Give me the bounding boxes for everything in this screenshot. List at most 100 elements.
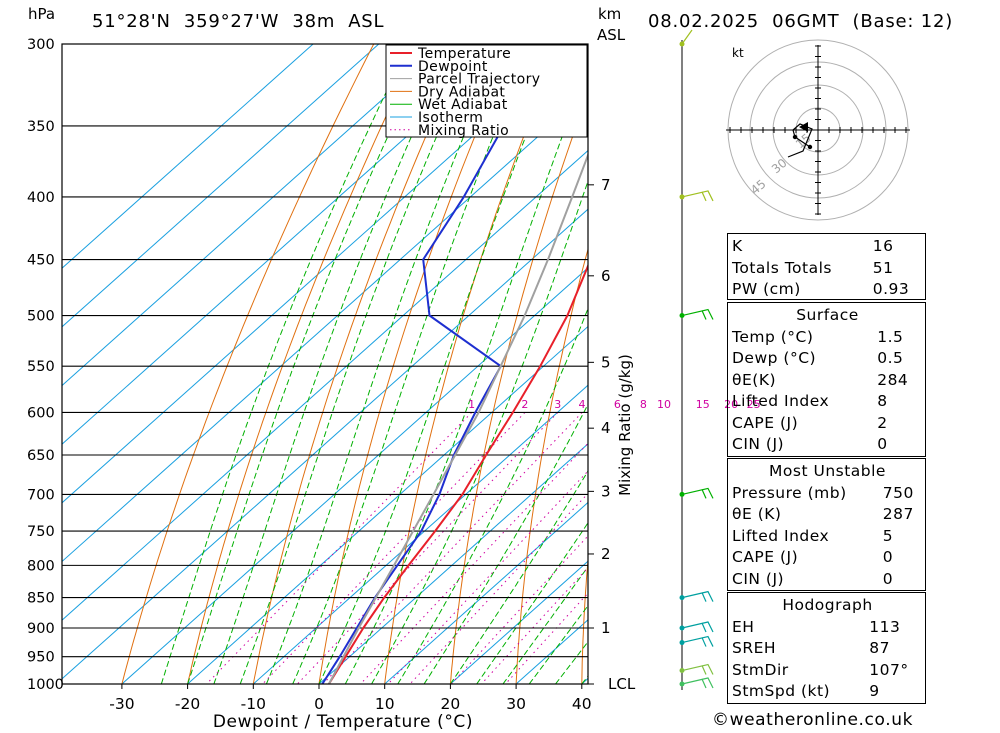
table-row: Dewp (°C) 0.5 — [732, 349, 904, 367]
wind-barb-feather — [701, 592, 707, 602]
hodograph-ring-label: 30 — [769, 156, 790, 177]
wet-adiabat-line — [239, 44, 479, 684]
surface-table: Surface Temp (°C) 1.5 Dewp (°C) 0.5 θE(K) 2… — [728, 305, 927, 456]
wind-barb-feather — [701, 678, 707, 689]
storm-motion-arrow — [799, 122, 808, 132]
pressure-tick-label: 950 — [27, 650, 55, 666]
table-row: CIN (J) 0 — [732, 435, 888, 453]
wind-barb-shaft — [681, 308, 714, 320]
pressure-tick-label: 1000 — [27, 677, 64, 693]
km-tick-label: 4 — [601, 419, 611, 437]
hodograph-ring-label: 45 — [748, 177, 769, 198]
temperature-line — [328, 263, 588, 684]
isotherm-line — [62, 44, 380, 328]
x-tick-label: 40 — [572, 695, 592, 713]
isotherm-line — [450, 560, 588, 684]
legend-label: Wet Adiabat — [418, 97, 508, 113]
mixing-ratio-line — [297, 412, 559, 684]
isotherm-line — [62, 44, 577, 504]
table-row: K 16 — [732, 237, 894, 255]
wind-barb — [679, 621, 714, 633]
isotherm-line — [62, 208, 588, 680]
table-row: Lifted Index 8 — [732, 392, 888, 410]
x-tick-label: 0 — [314, 695, 324, 713]
plot-frame — [61, 43, 589, 685]
wind-barb — [679, 663, 714, 675]
wind-barb-shaft — [681, 29, 693, 45]
pressure-tick-label: 550 — [27, 359, 55, 375]
isotherm-line — [252, 384, 588, 684]
km-tick-label: 5 — [601, 353, 611, 371]
table-row: Totals Totals 51 — [732, 258, 894, 277]
pressure-tick-label: 350 — [27, 119, 55, 135]
dry-adiabat-line — [581, 554, 588, 684]
pressure-gridlines — [62, 43, 588, 685]
indices-table: K 16 Totals Totals 51 PW (cm) 0.93 — [728, 236, 927, 301]
table-row: θE (K) 287 — [732, 505, 914, 523]
hodograph-table-box: Hodograph EH 113 SREH 87 StmDir 107° StmSpd… — [727, 592, 926, 704]
wind-barb — [679, 635, 714, 647]
wind-barb-column — [679, 29, 714, 690]
mixing-ratio-value-label: 25 — [747, 398, 761, 411]
pressure-tick-label: 500 — [27, 309, 55, 325]
copyright-footer: ©weatheronline.co.uk — [712, 710, 914, 730]
mixing-ratio-value-label: 6 — [614, 398, 621, 411]
wind-barb-shaft — [681, 677, 714, 689]
profile-lines — [321, 44, 588, 684]
indices-box: K 16 Totals Totals 51 PW (cm) 0.93 — [727, 233, 926, 300]
wind-barb-shaft — [681, 663, 714, 675]
dry-adiabat-line — [947, 44, 979, 684]
hodograph-table: Hodograph EH 113 SREH 87 StmDir 107° StmSpd… — [728, 595, 927, 703]
wind-barb — [679, 29, 693, 47]
wind-barb — [679, 308, 714, 320]
hodograph-unit-label: kt — [732, 46, 744, 60]
wind-barb-shaft — [681, 190, 714, 202]
mixing-ratio-line — [360, 442, 588, 684]
wet-adiabat-line — [213, 44, 455, 684]
table-row: StmDir 107° — [732, 660, 909, 679]
table-header: Surface — [796, 306, 859, 324]
wind-barb — [679, 190, 714, 202]
mixing-ratio-value-label: 3 — [554, 398, 561, 411]
asl-unit-label: ASL — [597, 26, 626, 44]
isotherm-line — [62, 44, 511, 445]
most-unstable-table: Most Unstable Pressure (mb) 750 θE (K) 287… — [728, 461, 927, 590]
table-row: Lifted Index 5 — [732, 526, 894, 545]
km-tick-label: 7 — [601, 176, 611, 194]
mixing-ratio-line — [322, 412, 583, 684]
km-axis: 7 6 5 4 3 2 1 LCL Mixing Ratio (g/kg) — [588, 176, 636, 693]
mixing-ratio-labels: 1 2 3 4 6 8 10 15 20 25 — [468, 398, 761, 411]
pressure-tick-label: 300 — [27, 37, 55, 53]
wet-adiabat-line — [502, 565, 588, 684]
mixing-ratio-value-label: 1 — [468, 398, 475, 411]
date-title: 08.02.2025 06GMT (Base: 12) — [648, 11, 954, 32]
pressure-tick-label: 850 — [27, 591, 55, 607]
pressure-tick-label: 650 — [27, 448, 55, 464]
wind-barb-shaft — [681, 635, 714, 647]
wet-adiabat-line — [528, 604, 588, 684]
pressure-tick-label: 400 — [27, 190, 55, 206]
pressure-tick-label: 800 — [27, 558, 55, 574]
x-tick-label: -20 — [175, 695, 200, 713]
x-tick-label: 10 — [375, 695, 395, 713]
km-tick-label: 3 — [601, 482, 611, 500]
wind-barb-shaft — [681, 487, 714, 499]
mixing-ratio-value-label: 8 — [640, 398, 647, 411]
wet-adiabat-line — [318, 44, 564, 684]
table-header: Hodograph — [782, 596, 873, 614]
km-tick-label: 6 — [601, 267, 611, 285]
mixing-ratio-value-label: 4 — [578, 398, 585, 411]
most-unstable-box: Most Unstable Pressure (mb) 750 θE (K) 287… — [727, 458, 926, 591]
table-row: SREH 87 — [732, 639, 891, 657]
wind-barb-feather — [701, 637, 707, 647]
isotherm-line — [62, 44, 445, 387]
table-row: CIN (J) 0 — [732, 569, 894, 588]
x-tick-label: 30 — [506, 695, 526, 713]
wind-barb-shaft — [681, 590, 714, 602]
table-header: Most Unstable — [769, 462, 886, 480]
km-tick-label: LCL — [608, 675, 636, 693]
wind-barb — [679, 677, 714, 689]
hpa-unit-label: hPa — [28, 5, 56, 23]
wet-adiabat-line — [344, 67, 588, 684]
